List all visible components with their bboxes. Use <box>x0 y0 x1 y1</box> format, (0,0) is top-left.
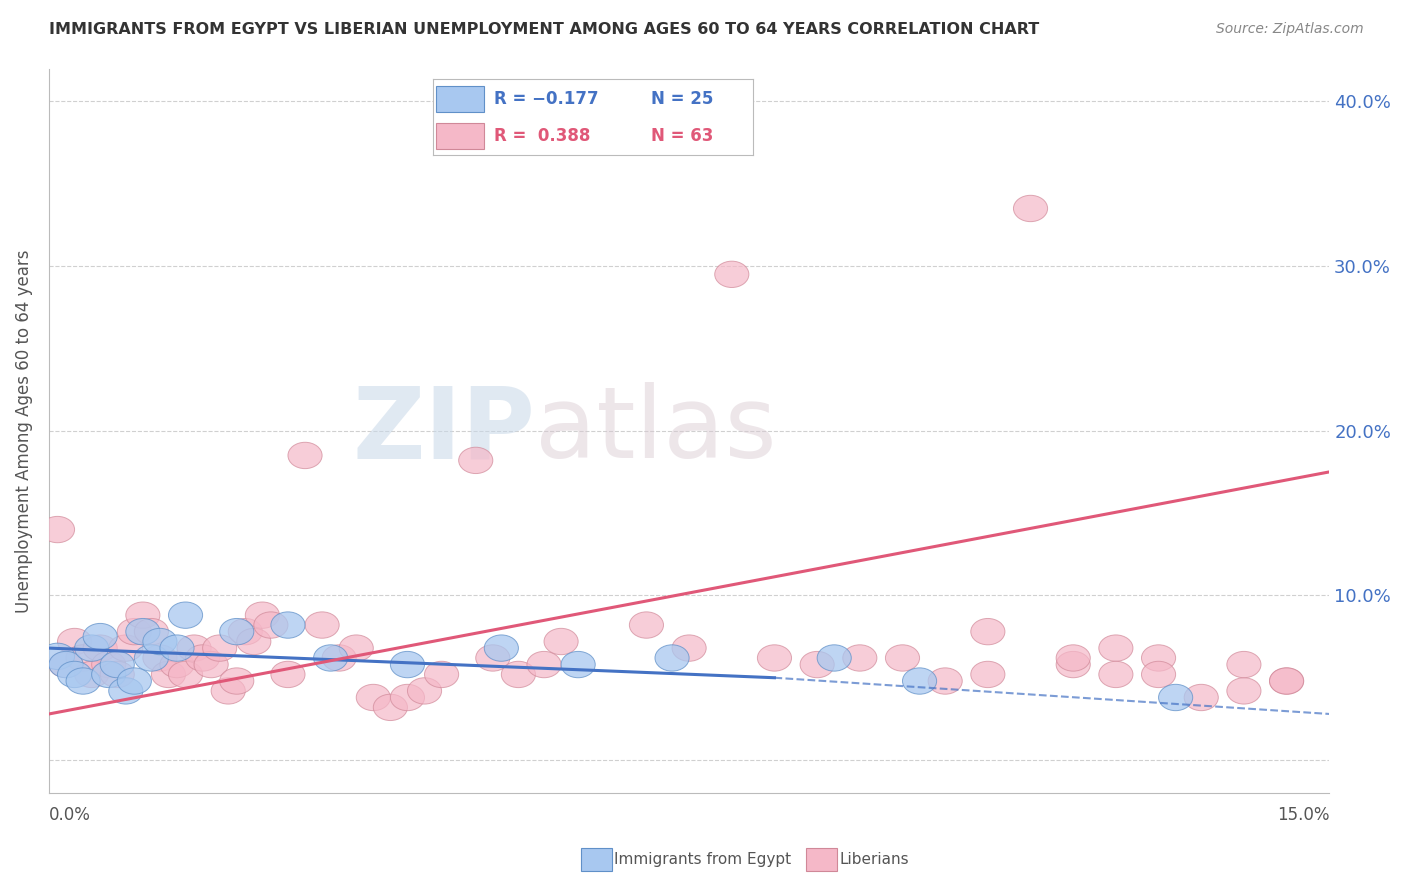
Ellipse shape <box>655 645 689 671</box>
Ellipse shape <box>800 651 834 678</box>
Ellipse shape <box>1270 668 1303 694</box>
Ellipse shape <box>502 661 536 688</box>
Ellipse shape <box>83 624 117 649</box>
Text: Source: ZipAtlas.com: Source: ZipAtlas.com <box>1216 22 1364 37</box>
Text: 15.0%: 15.0% <box>1277 806 1329 824</box>
Ellipse shape <box>83 635 117 661</box>
Ellipse shape <box>160 651 194 678</box>
Ellipse shape <box>211 678 245 704</box>
Ellipse shape <box>125 602 160 628</box>
Ellipse shape <box>245 602 280 628</box>
Ellipse shape <box>1227 651 1261 678</box>
Text: Immigrants from Egypt: Immigrants from Egypt <box>614 853 792 867</box>
Ellipse shape <box>391 651 425 678</box>
Ellipse shape <box>356 684 391 711</box>
Ellipse shape <box>41 643 75 670</box>
Ellipse shape <box>152 661 186 688</box>
Ellipse shape <box>202 635 236 661</box>
Ellipse shape <box>66 645 100 671</box>
Ellipse shape <box>186 645 219 671</box>
Ellipse shape <box>561 651 595 678</box>
Ellipse shape <box>219 668 254 694</box>
Ellipse shape <box>91 651 125 678</box>
Ellipse shape <box>271 612 305 638</box>
Ellipse shape <box>544 628 578 655</box>
Text: atlas: atlas <box>536 383 778 479</box>
Ellipse shape <box>714 261 749 287</box>
Ellipse shape <box>254 612 288 638</box>
Ellipse shape <box>1099 661 1133 688</box>
Ellipse shape <box>970 661 1005 688</box>
Ellipse shape <box>1056 651 1090 678</box>
Ellipse shape <box>1056 645 1090 671</box>
Ellipse shape <box>970 618 1005 645</box>
Ellipse shape <box>143 628 177 655</box>
Ellipse shape <box>219 618 254 645</box>
Ellipse shape <box>391 684 425 711</box>
Ellipse shape <box>484 635 519 661</box>
Ellipse shape <box>49 651 83 678</box>
Ellipse shape <box>1142 661 1175 688</box>
Ellipse shape <box>58 661 91 688</box>
Ellipse shape <box>91 661 125 688</box>
Ellipse shape <box>117 668 152 694</box>
Y-axis label: Unemployment Among Ages 60 to 64 years: Unemployment Among Ages 60 to 64 years <box>15 249 32 613</box>
Ellipse shape <box>135 618 169 645</box>
Ellipse shape <box>125 618 160 645</box>
Ellipse shape <box>886 645 920 671</box>
Ellipse shape <box>322 645 356 671</box>
Ellipse shape <box>458 447 494 474</box>
Ellipse shape <box>194 651 228 678</box>
Ellipse shape <box>228 618 263 645</box>
Ellipse shape <box>108 635 143 661</box>
Ellipse shape <box>177 635 211 661</box>
Ellipse shape <box>100 661 135 688</box>
Ellipse shape <box>425 661 458 688</box>
Ellipse shape <box>408 678 441 704</box>
Ellipse shape <box>305 612 339 638</box>
Text: 0.0%: 0.0% <box>49 806 91 824</box>
Ellipse shape <box>66 668 100 694</box>
Ellipse shape <box>1159 684 1192 711</box>
Ellipse shape <box>527 651 561 678</box>
Ellipse shape <box>339 635 374 661</box>
Ellipse shape <box>928 668 962 694</box>
Ellipse shape <box>117 618 152 645</box>
Ellipse shape <box>672 635 706 661</box>
Ellipse shape <box>135 645 169 671</box>
Ellipse shape <box>1184 684 1219 711</box>
Ellipse shape <box>169 602 202 628</box>
Ellipse shape <box>75 661 108 688</box>
Ellipse shape <box>143 645 177 671</box>
Ellipse shape <box>108 678 143 704</box>
Ellipse shape <box>374 694 408 721</box>
Text: Liberians: Liberians <box>839 853 910 867</box>
Ellipse shape <box>758 645 792 671</box>
Ellipse shape <box>160 635 194 661</box>
Ellipse shape <box>271 661 305 688</box>
Text: ZIP: ZIP <box>353 383 536 479</box>
Ellipse shape <box>842 645 877 671</box>
Ellipse shape <box>1099 635 1133 661</box>
Ellipse shape <box>236 628 271 655</box>
Ellipse shape <box>58 628 91 655</box>
Ellipse shape <box>75 635 108 661</box>
Text: IMMIGRANTS FROM EGYPT VS LIBERIAN UNEMPLOYMENT AMONG AGES 60 TO 64 YEARS CORRELA: IMMIGRANTS FROM EGYPT VS LIBERIAN UNEMPL… <box>49 22 1039 37</box>
Ellipse shape <box>169 661 202 688</box>
Ellipse shape <box>903 668 936 694</box>
Ellipse shape <box>1142 645 1175 671</box>
Ellipse shape <box>1227 678 1261 704</box>
Ellipse shape <box>1270 668 1303 694</box>
Ellipse shape <box>817 645 851 671</box>
Ellipse shape <box>100 651 135 678</box>
Ellipse shape <box>314 645 347 671</box>
Ellipse shape <box>1014 195 1047 221</box>
Ellipse shape <box>288 442 322 468</box>
Ellipse shape <box>49 651 83 678</box>
Ellipse shape <box>41 516 75 542</box>
Ellipse shape <box>630 612 664 638</box>
Ellipse shape <box>475 645 510 671</box>
